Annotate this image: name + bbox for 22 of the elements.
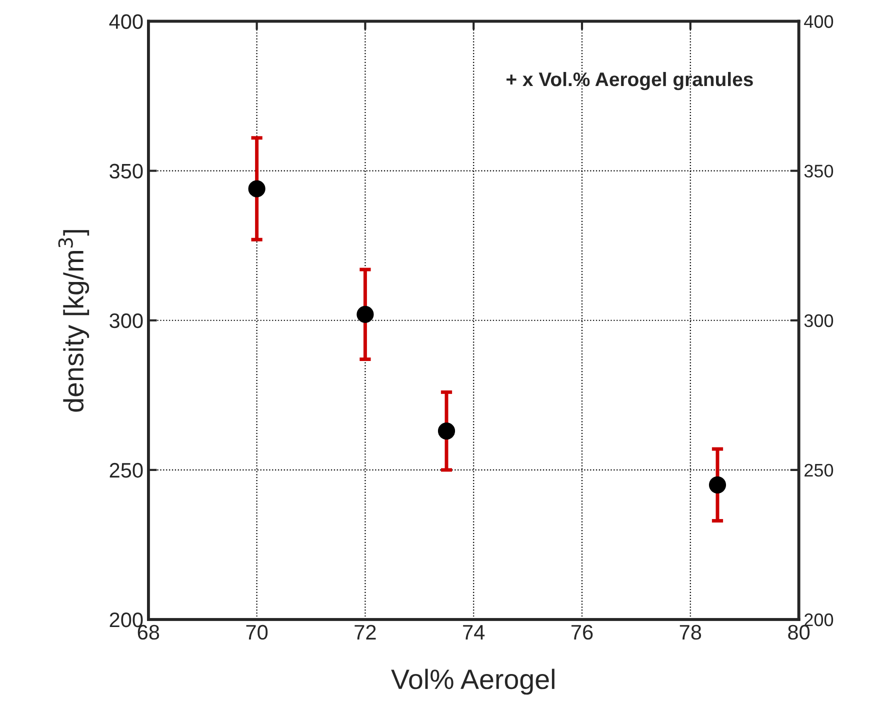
y-tick-label: 350 xyxy=(110,164,143,179)
x-tick-label: 70 xyxy=(246,624,268,640)
y2-tick-label: 300 xyxy=(804,314,834,328)
y2-tick-label: 200 xyxy=(804,613,834,626)
point xyxy=(438,422,456,440)
y-tick-label: 300 xyxy=(110,313,143,328)
annotation: + x Vol.% Aerogel granules xyxy=(506,72,753,90)
x-axis-title: Vol% Aerogel xyxy=(391,668,554,695)
point xyxy=(708,476,726,494)
y-tick-label: 400 xyxy=(109,14,143,29)
x-tick-label: 78 xyxy=(680,624,702,640)
point xyxy=(356,306,374,323)
y-axis-title: density [kg/m$^{3}$] xyxy=(58,230,90,412)
x-tick-label: 74 xyxy=(463,625,485,640)
x-tick-label: 76 xyxy=(571,624,593,640)
y2-tick-label: 400 xyxy=(804,15,834,28)
y-tick-label: 250 xyxy=(110,462,143,478)
x-tick-label: 80 xyxy=(788,624,810,640)
point xyxy=(248,180,266,198)
y2-tick-label: 350 xyxy=(804,164,834,178)
y2-tick-label: 250 xyxy=(804,464,834,477)
x-tick-label: 72 xyxy=(354,624,376,640)
